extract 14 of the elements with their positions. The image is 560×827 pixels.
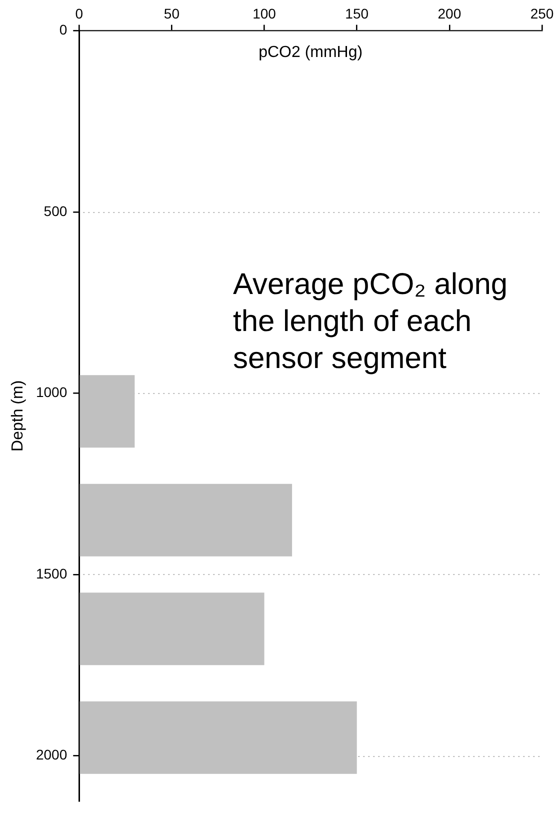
annotation: Average pCO₂ along the length of each sensor segment: [233, 267, 509, 377]
y-tick-label: 500: [44, 202, 68, 219]
y-tick-label: 0: [59, 22, 68, 38]
x-axis-title: pCO2 (mmHg): [258, 44, 363, 62]
y-tick-label: 1000: [36, 384, 68, 400]
x-tick-label: 200: [438, 5, 462, 22]
x-tick-label: 250: [530, 5, 554, 22]
x-tick-label: 150: [345, 5, 369, 22]
y-tick-label: 1500: [36, 565, 68, 582]
y-axis-title: Depth (m): [9, 380, 26, 452]
x-tick-label: 50: [164, 5, 180, 22]
y-tick-label: 2000: [36, 746, 68, 763]
x-tick-label: 100: [252, 5, 276, 22]
x-tick-label: 0: [75, 5, 84, 22]
